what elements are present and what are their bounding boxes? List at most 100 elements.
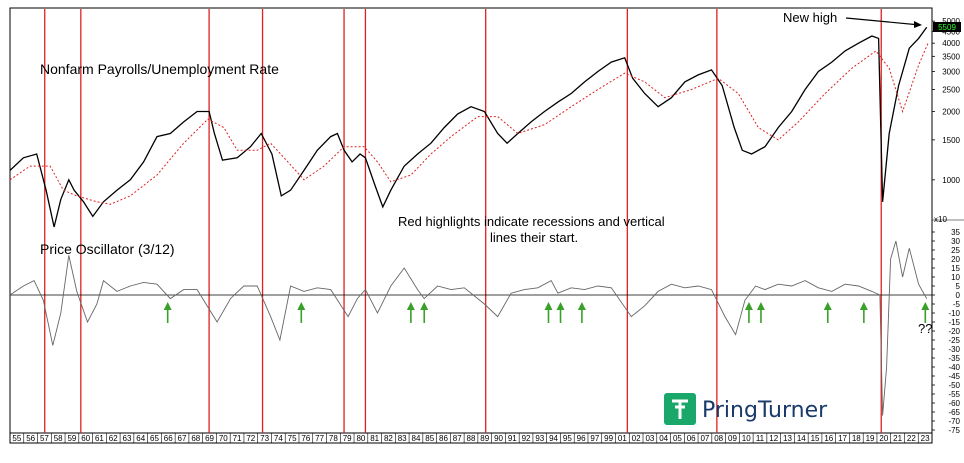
lower-y-tick-label: -40 (948, 363, 960, 372)
x-tick-label: 20 (879, 434, 888, 443)
upper-y-tick-label: 1000 (942, 176, 960, 185)
x-tick-label: 82 (384, 434, 393, 443)
new-high-annotation: New high (783, 10, 837, 25)
upper-y-tick-label: 4000 (942, 39, 960, 48)
lower-y-tick-label: -30 (948, 345, 960, 354)
oscillator-scale-note: x10 (934, 215, 947, 224)
x-tick-label: 14 (797, 434, 806, 443)
x-tick-label: 70 (219, 434, 228, 443)
x-tick-label: 75 (288, 434, 297, 443)
x-tick-label: 02 (632, 434, 641, 443)
x-tick-label: 85 (425, 434, 434, 443)
x-tick-label: 93 (535, 434, 544, 443)
logo-text: PringTurner (702, 398, 828, 423)
x-tick-label: 69 (205, 434, 214, 443)
x-tick-label: 79 (343, 434, 352, 443)
x-tick-label: 19 (866, 434, 875, 443)
upper-chart-title: Nonfarm Payrolls/Unemployment Rate (40, 61, 279, 77)
lower-y-tick-label: -35 (948, 354, 960, 363)
up-arrow-icon (859, 302, 868, 310)
x-tick-label: 03 (645, 434, 654, 443)
lower-y-tick-label: 20 (951, 255, 960, 264)
current-value-badge (933, 22, 961, 32)
upper-y-tick-label: 3500 (942, 52, 960, 61)
oscillator-title: Price Oscillator (3/12) (40, 241, 175, 257)
x-tick-label: 67 (178, 434, 187, 443)
x-tick-label: 73 (260, 434, 269, 443)
lower-series (9, 240, 932, 416)
x-tick-label: 07 (700, 434, 709, 443)
upper-series (9, 26, 929, 228)
x-tick-label: 78 (329, 434, 338, 443)
x-tick-label: 58 (54, 434, 63, 443)
x-tick-label: 22 (907, 434, 916, 443)
lower-y-tick-label: -5 (953, 300, 961, 309)
up-arrow-icon (756, 302, 765, 310)
x-tick-label: 80 (356, 434, 365, 443)
x-tick-label: 95 (563, 434, 572, 443)
x-tick-label: 97 (590, 434, 599, 443)
lower-y-tick-label: 5 (956, 282, 961, 291)
lower-y-tick-label: 30 (951, 237, 960, 246)
x-tick-label: 83 (398, 434, 407, 443)
x-tick-label: 76 (301, 434, 310, 443)
x-tick-label: 12 (769, 434, 778, 443)
x-tick-label: 57 (40, 434, 49, 443)
x-tick-label: 15 (811, 434, 820, 443)
lower-y-tick-label: -10 (948, 309, 960, 318)
pringturner-logo: PringTurner (664, 393, 828, 425)
x-tick-label: 62 (109, 434, 118, 443)
recession-note-line1: Red highlights indicate recessions and v… (398, 214, 665, 229)
x-tick-label: 17 (838, 434, 847, 443)
x-tick-label: 61 (95, 434, 104, 443)
lower-y-tick-label: 15 (951, 264, 960, 273)
x-tick-label: 21 (893, 434, 902, 443)
lower-y-tick-label: -70 (948, 417, 960, 426)
moving-average-line (9, 43, 929, 205)
x-tick-label: 92 (522, 434, 531, 443)
x-tick-label: 84 (412, 434, 421, 443)
upper-y-tick-label: 3000 (942, 68, 960, 77)
x-tick-label: 08 (714, 434, 723, 443)
oscillator-line (9, 240, 928, 416)
x-tick-label: 65 (150, 434, 159, 443)
x-tick-label: 05 (673, 434, 682, 443)
x-tick-label: 04 (659, 434, 668, 443)
lower-y-tick-label: -60 (948, 399, 960, 408)
lower-y-axis: 35302520151050-5-10-15-20-25-30-35-40-45… (932, 228, 961, 435)
upper-y-axis: 1000 1500 2000 2500 3000 3500 4000 4500 5000 (932, 17, 961, 185)
new-high-arrow (845, 17, 921, 26)
x-tick-label: 94 (549, 434, 558, 443)
upper-y-tick-label: 4500 (942, 28, 960, 37)
x-tick-label: 87 (453, 434, 462, 443)
upper-y-tick-label: 2500 (942, 86, 960, 95)
lower-y-tick-label: -25 (948, 336, 960, 345)
upper-y-tick-label: 5000 (942, 17, 960, 26)
x-tick-label: 10 (742, 434, 751, 443)
up-arrow-icon (163, 302, 172, 310)
x-tick-label: 96 (577, 434, 586, 443)
x-tick-label: 06 (687, 434, 696, 443)
current-value-label: 5509 (938, 23, 956, 32)
x-tick-label: 59 (67, 434, 76, 443)
signal-arrows (163, 302, 930, 323)
up-arrow-icon (420, 302, 429, 310)
lower-y-tick-label: -65 (948, 408, 960, 417)
up-arrow-icon (556, 302, 565, 310)
up-arrow-icon (823, 302, 832, 310)
upper-y-tick-label: 1500 (942, 136, 960, 145)
upper-y-tick-label: 2000 (942, 108, 960, 117)
lower-y-tick-label: 35 (951, 228, 960, 237)
up-arrow-icon (406, 302, 415, 310)
x-tick-label: 13 (783, 434, 792, 443)
lower-y-tick-label: -15 (948, 318, 960, 327)
up-arrow-icon (577, 302, 586, 310)
x-tick-label: 90 (494, 434, 503, 443)
x-tick-label: 68 (191, 434, 200, 443)
x-tick-label: 56 (26, 434, 35, 443)
x-axis-labels: 55 56 57 58 59 60 61 62 63 64 65 66 67 68 69 70 71 72 73 74… (9, 433, 930, 443)
x-tick-label: 16 (824, 434, 833, 443)
plot-border (9, 7, 933, 444)
